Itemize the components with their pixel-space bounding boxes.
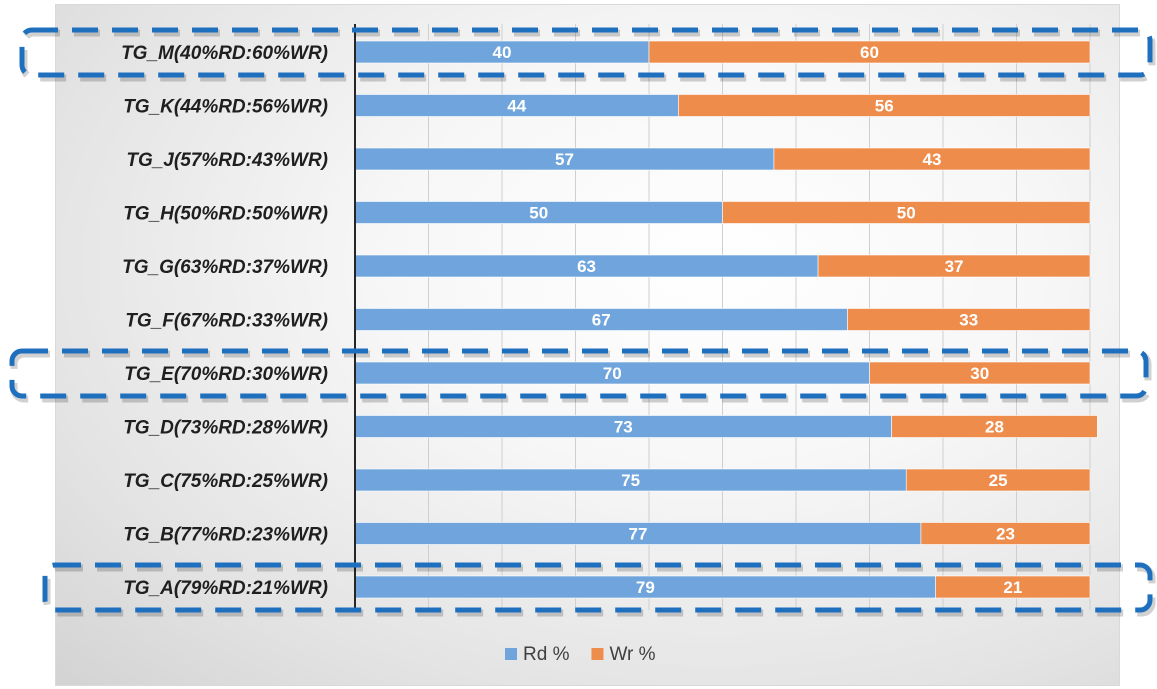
wr-value-label: 21: [1003, 578, 1022, 597]
category-label: TG_E(70%RD:30%WR): [124, 364, 328, 385]
rd-value-label: 73: [614, 418, 633, 437]
wr-value-label: 37: [945, 257, 964, 276]
wr-bar: [648, 40, 1091, 64]
highlight-box: [9, 348, 1149, 399]
category-label: TG_J(57%RD:43%WR): [126, 150, 328, 171]
wr-bar: [817, 254, 1091, 278]
rd-value-label: 79: [636, 578, 655, 597]
category-label: TG_B(77%RD:23%WR): [123, 525, 328, 546]
wr-bar: [935, 575, 1091, 599]
wr-value-label: 25: [989, 471, 1008, 490]
rd-value-label: 50: [529, 204, 548, 223]
rd-value-label: 40: [493, 43, 512, 62]
wr-bar: [678, 94, 1091, 117]
rd-value-label: 44: [507, 97, 526, 116]
rd-value-label: 63: [577, 257, 596, 276]
legend-label-wr: Wr %: [609, 644, 655, 665]
wr-bar: [891, 415, 1098, 438]
rd-value-label: 67: [592, 311, 611, 330]
wr-value-label: 33: [959, 311, 978, 330]
legend-swatch-rd: [505, 648, 517, 660]
category-label: TG_C(75%RD:25%WR): [123, 471, 328, 492]
wr-value-label: 30: [970, 364, 989, 383]
category-label: TG_A(79%RD:21%WR): [123, 578, 328, 599]
wr-value-label: 60: [860, 43, 879, 62]
wr-bar: [773, 147, 1091, 171]
category-label: TG_G(63%RD:37%WR): [122, 257, 328, 278]
wr-bar: [920, 522, 1091, 545]
wr-value-label: 23: [996, 525, 1015, 544]
wr-value-label: 28: [985, 418, 1004, 437]
wr-bar: [905, 468, 1091, 492]
category-label: TG_F(67%RD:33%WR): [125, 311, 328, 332]
wr-value-label: 50: [897, 204, 916, 223]
wr-bar: [869, 361, 1091, 385]
category-label: TG_D(73%RD:28%WR): [123, 418, 328, 439]
category-label: TG_K(44%RD:56%WR): [123, 97, 328, 118]
rd-value-label: 77: [629, 525, 648, 544]
legend-label-rd: Rd %: [523, 644, 570, 665]
wr-value-label: 43: [923, 150, 942, 169]
rd-value-label: 75: [621, 471, 640, 490]
rd-value-label: 57: [555, 150, 574, 169]
highlight-box: [42, 562, 1153, 613]
wr-bar: [847, 308, 1091, 331]
rd-value-label: 70: [603, 364, 622, 383]
wr-bar: [722, 201, 1091, 224]
category-label: TG_H(50%RD:50%WR): [123, 204, 328, 225]
highlight-box: [19, 27, 1153, 78]
legend-swatch-wr: [591, 648, 604, 660]
category-label: TG_M(40%RD:60%WR): [121, 43, 328, 64]
wr-value-label: 56: [875, 97, 894, 116]
